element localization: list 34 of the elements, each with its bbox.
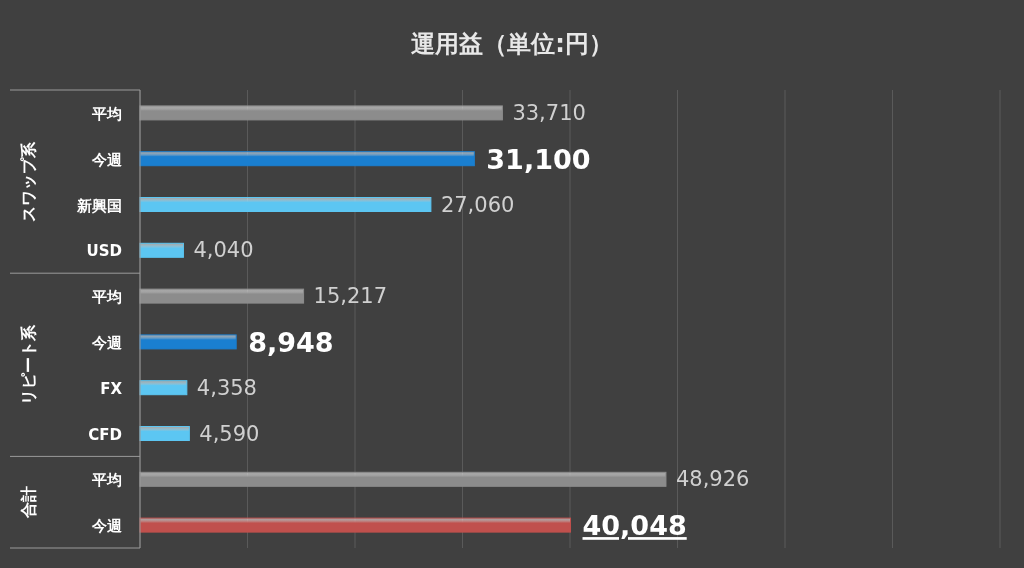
bar: [139, 242, 184, 258]
y-tick-label: CFD: [88, 425, 122, 444]
y-tick-label: 平均: [91, 104, 122, 123]
y-tick-label: 平均: [91, 471, 122, 490]
bar: [139, 426, 190, 441]
data-label: 4,040: [193, 238, 254, 263]
data-label: 31,100: [486, 143, 591, 175]
data-label: 8,948: [248, 326, 334, 358]
y-tick-label: 平均: [91, 288, 122, 307]
data-label: 33,710: [512, 100, 586, 125]
data-label: 48,926: [675, 467, 750, 492]
y-tick-label: 今週: [91, 333, 123, 352]
bar: [139, 517, 572, 533]
bar: [139, 105, 503, 121]
bar: [139, 197, 432, 212]
bar: [139, 334, 237, 350]
data-label: 40,048: [582, 510, 687, 542]
y-tick-label: 新興国: [76, 196, 122, 215]
y-tick-label: 今週: [91, 150, 123, 169]
data-label: 4,590: [199, 421, 260, 446]
bar: [139, 471, 667, 487]
text: リピート系: [19, 323, 38, 405]
data-label: 27,060: [440, 192, 515, 217]
bar: [139, 151, 475, 167]
y-tick-label: USD: [86, 242, 122, 261]
bar: [139, 380, 188, 396]
chart-title: 運用益（単位:円）: [411, 30, 613, 58]
y-tick-label: 今週: [91, 517, 123, 536]
text: 合計: [19, 486, 38, 520]
bar: [139, 288, 305, 304]
data-label: 4,358: [196, 375, 257, 400]
data-label: 15,217: [313, 284, 388, 309]
y-tick-label: FX: [100, 379, 123, 398]
text: スワップ系: [19, 140, 38, 222]
